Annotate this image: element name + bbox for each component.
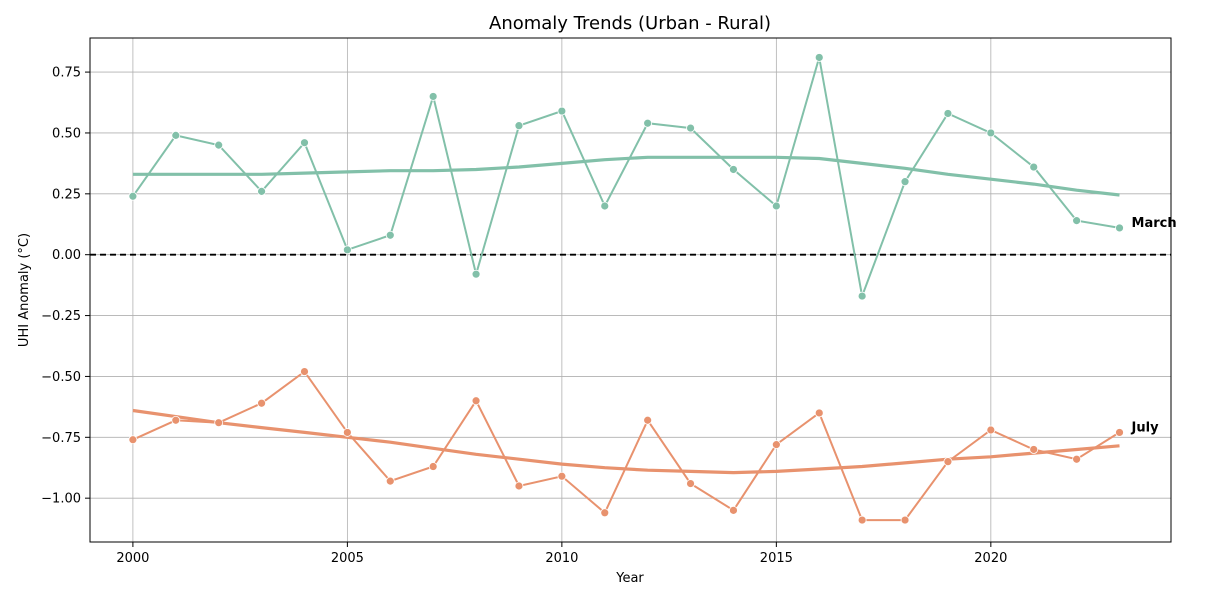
july-trend-line [132, 408, 1120, 475]
march-point [600, 201, 610, 211]
march-point [1029, 162, 1039, 172]
y-tick-label: −0.75 [41, 431, 81, 446]
x-axis-label: Year [615, 571, 644, 586]
july-point [643, 415, 653, 425]
march-point [857, 291, 867, 301]
x-tick-label: 2015 [760, 551, 793, 566]
chart-title: Anomaly Trends (Urban - Rural) [489, 13, 771, 34]
march-point [514, 121, 524, 131]
march-point [428, 92, 438, 101]
july-point [214, 418, 224, 428]
march-point [300, 138, 309, 148]
axis-ticks: 2000 2005 2010 2015 2020 0.75 0.50 0.25 0.00 −0.2… [41, 66, 1007, 566]
july-point [729, 505, 738, 515]
july-point [1072, 454, 1082, 464]
march-point [557, 106, 567, 116]
x-tick-label: 2005 [331, 551, 364, 566]
march-point [900, 177, 910, 187]
july-point [986, 425, 996, 435]
y-tick-label: −1.00 [41, 492, 81, 507]
july-point [686, 479, 695, 488]
y-tick-label: 0.25 [52, 187, 81, 202]
july-point [900, 515, 910, 525]
july-point [257, 398, 266, 408]
march-point [1072, 216, 1082, 226]
y-tick-label: 0.75 [52, 66, 81, 81]
series-layer: March July [128, 53, 1177, 525]
x-tick-label: 2010 [545, 551, 578, 566]
july-point [514, 481, 524, 491]
july-point [471, 396, 481, 406]
march-point [128, 191, 138, 201]
march-series-label: March [1132, 216, 1177, 231]
series-march: March [128, 53, 1177, 301]
july-line [132, 370, 1121, 522]
march-point [214, 140, 224, 150]
july-point [1029, 445, 1039, 454]
march-point [814, 53, 824, 62]
july-point [557, 471, 567, 481]
july-point [300, 367, 309, 376]
march-point [986, 128, 996, 138]
march-line [132, 57, 1120, 300]
march-point [771, 201, 781, 211]
march-point [257, 186, 266, 196]
july-point [342, 428, 352, 437]
july-point [814, 408, 824, 418]
july-point [771, 440, 781, 450]
march-point [1115, 223, 1124, 233]
y-tick-label: −0.25 [41, 309, 81, 324]
x-tick-label: 2020 [974, 551, 1007, 566]
march-point [342, 245, 352, 255]
y-tick-label: 0.50 [52, 126, 81, 141]
march-point [471, 269, 481, 279]
march-trend-line [132, 155, 1120, 197]
march-point [686, 123, 695, 133]
plot-frame [89, 37, 1172, 543]
july-point [1115, 428, 1124, 437]
july-point [943, 457, 953, 467]
march-point [729, 165, 738, 174]
july-series-label: July [1131, 420, 1160, 435]
y-tick-label: 0.00 [52, 248, 81, 263]
y-tick-label: −0.50 [41, 370, 81, 385]
july-point [128, 435, 138, 445]
july-point [857, 515, 867, 525]
march-point [643, 118, 653, 128]
march-point [385, 230, 395, 240]
series-july: July [128, 367, 1160, 525]
x-tick-label: 2000 [116, 551, 149, 566]
y-axis-label: UHI Anomaly (°C) [17, 233, 32, 347]
july-point [171, 415, 181, 425]
march-point [171, 130, 181, 140]
july-point [385, 476, 395, 486]
march-point [943, 109, 953, 118]
july-point [428, 462, 438, 471]
july-point [600, 508, 610, 518]
